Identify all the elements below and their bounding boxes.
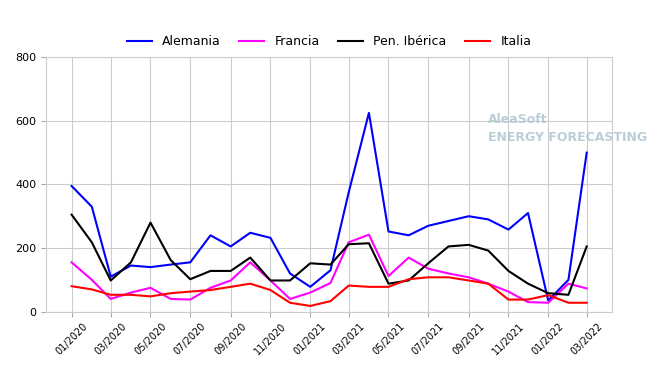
- Line: Italia: Italia: [72, 277, 587, 306]
- Line: Alemania: Alemania: [72, 113, 587, 301]
- Line: Pen. Ibérica: Pen. Ibérica: [72, 215, 587, 295]
- Legend: Alemania, Francia, Pen. Ibérica, Italia: Alemania, Francia, Pen. Ibérica, Italia: [122, 30, 536, 53]
- Text: AleaSoft
ENERGY FORECASTING: AleaSoft ENERGY FORECASTING: [488, 113, 647, 144]
- Line: Francia: Francia: [72, 235, 587, 303]
